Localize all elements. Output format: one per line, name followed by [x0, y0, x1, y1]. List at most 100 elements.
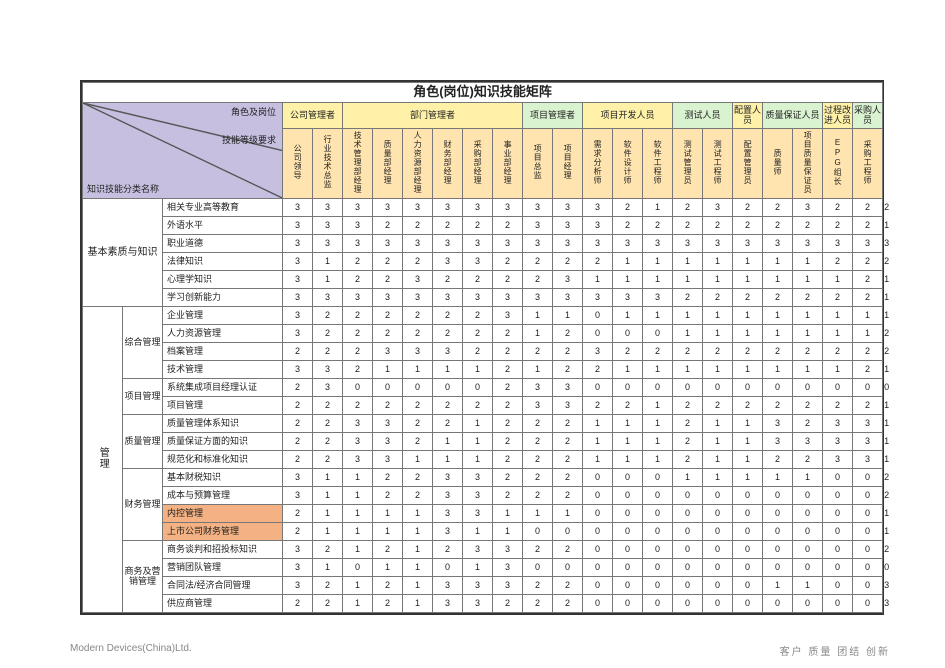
row-label: 系统集成项目经理认证	[163, 378, 283, 396]
cell: 1	[373, 522, 403, 540]
cell: 2	[523, 576, 553, 594]
cell: 3	[853, 234, 883, 252]
col-group-1: 部门管理者	[343, 102, 523, 128]
cell: 2	[853, 342, 883, 360]
cell: 3	[583, 216, 613, 234]
cell: 2	[403, 414, 433, 432]
cell: 3	[493, 540, 523, 558]
cell: 0	[373, 378, 403, 396]
col-group-6: 质量保证人员	[763, 102, 823, 128]
cell: 2	[373, 594, 403, 612]
cell: 1	[793, 306, 823, 324]
cell: 2	[763, 198, 793, 216]
cell: 2	[553, 360, 583, 378]
cell: 1	[763, 306, 793, 324]
cell: 0	[643, 522, 673, 540]
cell: 2	[583, 396, 613, 414]
cell: 3	[643, 234, 673, 252]
cell: 0	[853, 576, 883, 594]
cell: 1	[313, 270, 343, 288]
cell: 1	[823, 306, 853, 324]
category-1: 管理	[83, 306, 123, 612]
row-label: 项目管理	[163, 396, 283, 414]
cell: 3	[463, 576, 493, 594]
cell: 3	[523, 378, 553, 396]
row-label: 商务谈判和招投标知识	[163, 540, 283, 558]
cell: 2	[673, 396, 703, 414]
cell: 1	[583, 450, 613, 468]
cell: 2	[433, 270, 463, 288]
col-sub-2: 技术管理部经理	[343, 128, 373, 198]
cell: 1	[733, 450, 763, 468]
cell: 1	[343, 540, 373, 558]
cell: 1	[703, 324, 733, 342]
cell: 1	[613, 360, 643, 378]
cell: 1	[733, 468, 763, 486]
cell: 2	[283, 342, 313, 360]
cell: 0	[613, 486, 643, 504]
cell: 2	[793, 216, 823, 234]
cell: 0	[583, 540, 613, 558]
cell: 1	[793, 468, 823, 486]
cell: 0	[553, 522, 583, 540]
cell: 1	[703, 414, 733, 432]
cell: 2	[553, 252, 583, 270]
cell: 3	[343, 450, 373, 468]
cell: 3	[433, 468, 463, 486]
cell: 0	[673, 486, 703, 504]
cell: 2	[613, 216, 643, 234]
cell: 2	[523, 540, 553, 558]
col-group-5: 配置人员	[733, 102, 763, 128]
cell: 1	[523, 306, 553, 324]
cell: 0	[583, 504, 613, 522]
cell: 3	[463, 486, 493, 504]
cell: 1	[733, 252, 763, 270]
cell: 1	[823, 270, 853, 288]
matrix-table: 角色(岗位)知识技能矩阵角色及岗位技能等级要求知识技能分类名称公司管理者部门管理…	[82, 82, 883, 613]
cell: 2	[673, 198, 703, 216]
cell: 2	[703, 288, 733, 306]
cell: 0	[583, 576, 613, 594]
cell: 0	[733, 486, 763, 504]
cell: 2	[493, 414, 523, 432]
cell: 3	[763, 432, 793, 450]
cell: 0	[463, 378, 493, 396]
cell: 3	[553, 378, 583, 396]
cell: 1	[703, 468, 733, 486]
cell: 2	[403, 468, 433, 486]
cell: 0	[733, 558, 763, 576]
cell: 3	[373, 414, 403, 432]
cell: 0	[823, 540, 853, 558]
cell: 3	[433, 486, 463, 504]
cell: 3	[853, 432, 883, 450]
cell: 0	[823, 558, 853, 576]
cell: 3	[313, 288, 343, 306]
cell: 1	[403, 360, 433, 378]
cell: 1	[793, 576, 823, 594]
cell: 3	[283, 198, 313, 216]
cell: 2	[343, 306, 373, 324]
cell: 1	[613, 270, 643, 288]
cell: 1	[733, 306, 763, 324]
cell: 2	[553, 450, 583, 468]
footer-slogan: 客户 质量 团结 创新	[780, 643, 890, 658]
row-label: 质量保证方面的知识	[163, 432, 283, 450]
cell: 1	[313, 522, 343, 540]
cell: 2	[493, 594, 523, 612]
cell: 3	[343, 216, 373, 234]
cell: 0	[823, 468, 853, 486]
cell: 1	[793, 360, 823, 378]
cell: 1	[643, 414, 673, 432]
col-group-4: 测试人员	[673, 102, 733, 128]
cell: 2	[403, 252, 433, 270]
row-label: 档案管理	[163, 342, 283, 360]
col-sub-18: EPG组长	[823, 128, 853, 198]
cell: 3	[553, 270, 583, 288]
cell: 0	[583, 486, 613, 504]
cell: 2	[433, 396, 463, 414]
cell: 2	[853, 360, 883, 378]
cell: 0	[763, 558, 793, 576]
cell: 1	[763, 360, 793, 378]
cell: 3	[523, 216, 553, 234]
col-sub-19: 采购工程师	[853, 128, 883, 198]
